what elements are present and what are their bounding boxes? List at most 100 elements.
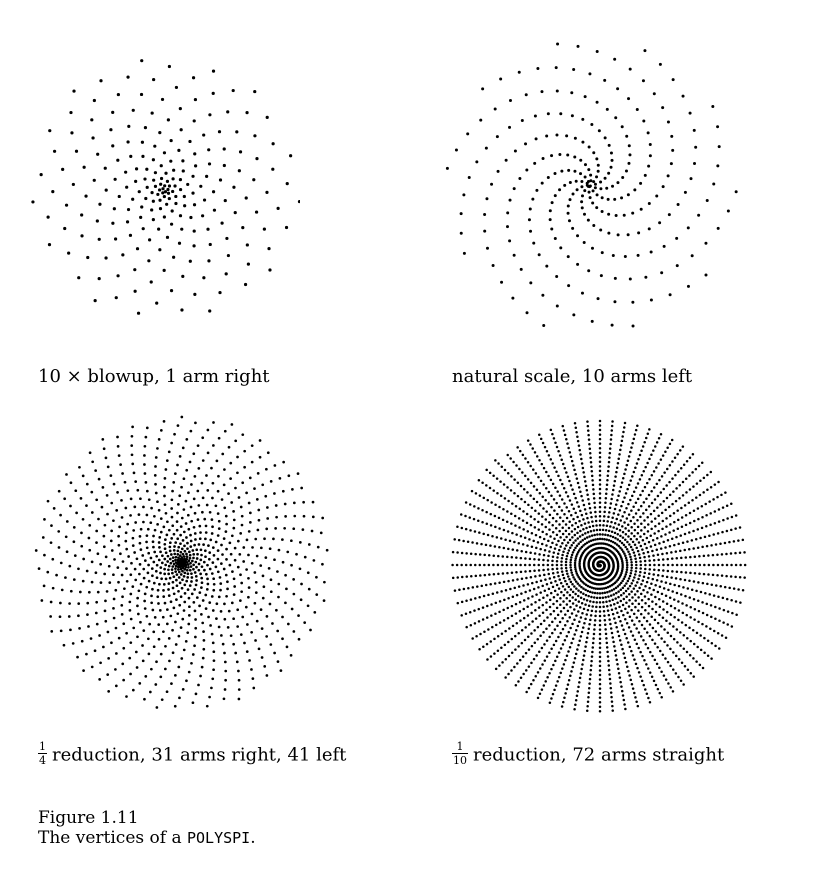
vertex-dot (543, 643, 546, 646)
vertex-dot (479, 574, 482, 577)
vertex-dot (142, 629, 146, 632)
vertex-dot (156, 447, 159, 450)
vertex-dot (167, 528, 171, 532)
vertex-dot (485, 484, 488, 487)
vertex-dot (618, 529, 622, 532)
vertex-dot (611, 420, 614, 423)
vertex-dot (588, 623, 591, 626)
vertex-dot (672, 490, 675, 493)
vertex-dot (598, 687, 602, 690)
vertex-dot (622, 543, 626, 547)
vertex-dot (451, 563, 454, 567)
vertex-dot (620, 548, 624, 551)
vertex-dot (516, 446, 519, 449)
vertex-dot (550, 667, 553, 671)
vertex-dot (186, 576, 190, 579)
vertex-dot (526, 491, 529, 494)
vertex-dot (163, 190, 168, 194)
vertex-dot (178, 107, 182, 111)
vertex-dot (575, 430, 578, 434)
vertex-dot (473, 530, 477, 533)
vertex-dot (561, 617, 564, 620)
vertex-dot (143, 599, 146, 603)
vertex-dot (653, 498, 657, 501)
vertex-dot (695, 496, 698, 499)
vertex-dot (526, 439, 530, 442)
vertex-dot (569, 566, 572, 569)
vertex-dot (504, 676, 507, 679)
vertex-dot (643, 49, 647, 53)
vertex-dot (627, 502, 630, 506)
vertex-dot (247, 553, 250, 557)
vertex-dot (598, 533, 602, 536)
vertex-dot (541, 611, 545, 615)
vertex-dot (613, 542, 617, 545)
vertex-dot (612, 512, 616, 515)
vertex-dot (600, 196, 604, 200)
vertex-dot (661, 454, 665, 457)
vertex-dot (532, 587, 536, 591)
vertex-dot (149, 280, 153, 284)
vertex-dot (718, 647, 721, 650)
vertex-dot (210, 572, 214, 575)
vertex-dot (719, 585, 722, 588)
vertex-dot (598, 678, 602, 681)
vertex-dot (548, 635, 551, 639)
vertex-dot (666, 660, 670, 664)
vertex-dot (641, 489, 644, 493)
vertex-dot (610, 433, 613, 437)
vertex-dot (50, 629, 54, 633)
vertex-dot (62, 643, 66, 647)
vertex-dot (503, 497, 507, 500)
vertex-dot (493, 582, 497, 585)
vertex-dot (516, 481, 520, 485)
vertex-dot (581, 611, 584, 615)
vertex-dot (598, 691, 602, 695)
vertex-dot (580, 206, 584, 210)
vertex-dot (502, 546, 506, 550)
vertex-dot (623, 511, 626, 514)
vertex-dot (171, 559, 175, 563)
vertex-dot (282, 460, 285, 464)
vertex-dot (664, 594, 668, 598)
vertex-dot (69, 589, 73, 593)
vertex-dot (292, 592, 296, 596)
vertex-dot (110, 529, 113, 533)
vertex-dot (623, 472, 626, 476)
vertex-dot (556, 490, 559, 493)
vertex-dot (672, 625, 675, 628)
vertex-dot (582, 544, 585, 547)
vertex-dot (273, 651, 276, 655)
vertex-dot (633, 593, 637, 596)
vertex-dot (245, 568, 248, 571)
vertex-dot (116, 274, 120, 278)
vertex-dot (692, 485, 695, 488)
vertex-dot (206, 489, 210, 492)
vertex-dot (663, 471, 666, 474)
vertex-dot (491, 592, 495, 595)
vertex-dot (639, 650, 642, 654)
vertex-dot (281, 538, 284, 541)
vertex-dot (628, 543, 631, 546)
vertex-dot (247, 530, 251, 533)
vertex-dot (586, 700, 590, 703)
vertex-dot (478, 595, 481, 599)
vertex-dot (195, 565, 198, 569)
vertex-dot (122, 646, 126, 650)
vertex-dot (180, 657, 184, 660)
vertex-dot (671, 502, 674, 506)
vertex-dot (625, 517, 629, 520)
vertex-dot (543, 659, 547, 662)
vertex-dot (529, 464, 532, 468)
vertex-dot (224, 272, 228, 276)
vertex-dot (241, 615, 245, 619)
vertex-dot (51, 586, 55, 590)
vertex-dot (598, 660, 602, 663)
vertex-dot (542, 558, 545, 562)
vertex-dot (565, 544, 568, 547)
vertex-dot (507, 672, 510, 676)
vertex-dot (692, 509, 696, 513)
vertex-dot (560, 570, 564, 573)
vertex-dot (534, 675, 537, 678)
vertex-dot (211, 641, 215, 645)
